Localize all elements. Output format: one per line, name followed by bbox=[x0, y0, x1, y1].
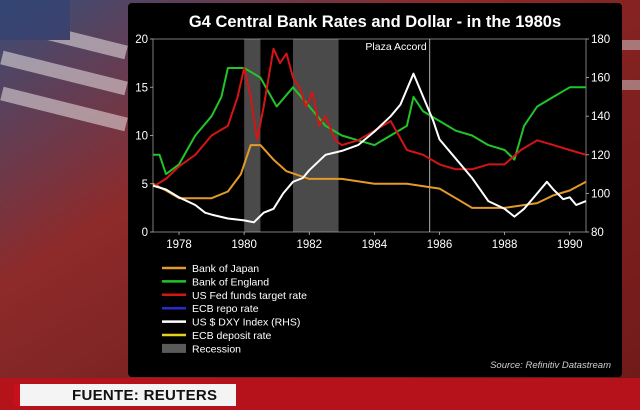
x-tick-label: 1982 bbox=[296, 239, 322, 251]
legend-label-bank-of-japan: Bank of Japan bbox=[192, 263, 259, 275]
recession-band-2 bbox=[292, 39, 339, 232]
legend-label-recession: Recession bbox=[192, 343, 241, 355]
x-tick-label: 1986 bbox=[427, 239, 453, 251]
flag-stripes-right bbox=[622, 0, 640, 378]
chart: G4 Central Bank Rates and Dollar - in th… bbox=[135, 13, 611, 371]
x-tick-label: 1984 bbox=[362, 239, 388, 251]
x-tick-label: 1978 bbox=[166, 239, 192, 251]
series-line-bank-of-england bbox=[153, 67, 586, 176]
legend-label-ecb-deposit-rate: ECB deposit rate bbox=[192, 330, 272, 342]
flag-stripes-left bbox=[0, 0, 128, 132]
chart-title: G4 Central Bank Rates and Dollar - in th… bbox=[189, 13, 561, 31]
y-right-tick-label: 160 bbox=[591, 73, 610, 85]
x-tick-label: 1990 bbox=[557, 239, 583, 251]
plot-area: Plaza Accord 0 5 10 15 20 80 100 120 140 160 180 197… bbox=[135, 34, 610, 251]
x-tick-label: 1988 bbox=[492, 239, 518, 251]
y-left-tick-label: 10 bbox=[135, 131, 148, 143]
y-right-tick-label: 100 bbox=[591, 188, 610, 200]
y-right-tick-label: 120 bbox=[591, 150, 610, 162]
legend-label-bank-of-england: Bank of England bbox=[192, 276, 269, 288]
y-left-tick-label: 5 bbox=[142, 179, 148, 191]
y-right-tick-label: 180 bbox=[591, 34, 610, 46]
plaza-accord-label: Plaza Accord bbox=[365, 41, 426, 53]
y-left-tick-label: 15 bbox=[135, 82, 148, 94]
series-line-us-dxy-index-rhs bbox=[152, 72, 587, 224]
series-line-bank-of-japan bbox=[152, 144, 587, 209]
source-credit-box: FUENTE: REUTERS bbox=[14, 384, 236, 406]
legend-label-us-fed-funds-target-rate: US Fed funds target rate bbox=[192, 290, 307, 302]
y-left-tick-label: 20 bbox=[135, 34, 148, 46]
legend-label-ecb-repo-rate: ECB repo rate bbox=[192, 303, 259, 315]
y-right-tick-label: 140 bbox=[591, 111, 610, 123]
legend-label-us-dxy-index-rhs: US $ DXY Index (RHS) bbox=[192, 317, 300, 329]
source-note: Source: Refinitiv Datastream bbox=[490, 360, 611, 371]
y-right-tick-label: 80 bbox=[591, 227, 604, 239]
legend-swatch-recession bbox=[162, 343, 186, 353]
x-tick-label: 1980 bbox=[231, 239, 257, 251]
y-left-tick-label: 0 bbox=[142, 227, 148, 239]
chart-panel: G4 Central Bank Rates and Dollar - in th… bbox=[128, 3, 622, 377]
series-line-us-fed-funds-target-rate bbox=[152, 47, 587, 188]
source-credit-label: FUENTE: REUTERS bbox=[72, 386, 218, 404]
